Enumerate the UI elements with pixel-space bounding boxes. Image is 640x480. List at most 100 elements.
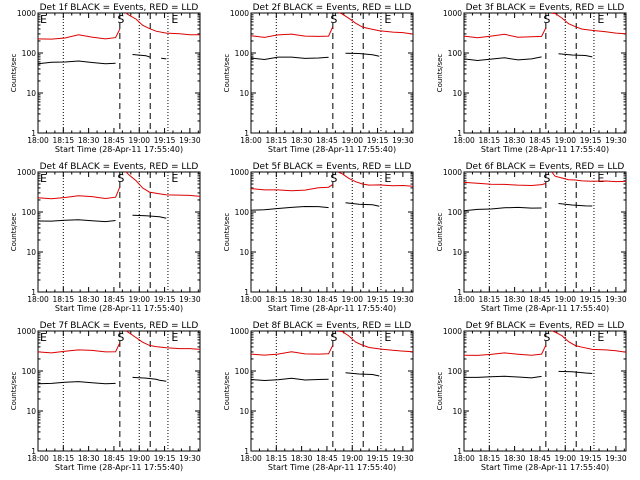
x-tick-label: 19:00	[128, 136, 150, 145]
y-tick-label: 1000	[17, 168, 36, 177]
x-axis-label: Start Time (28-Apr-11 17:55:40)	[481, 145, 609, 154]
y-axis-label: Counts/sec	[436, 54, 444, 93]
x-tick-label: 19:30	[392, 295, 414, 304]
x-tick-label: 18:00	[27, 295, 49, 304]
y-tick-label: 10	[26, 407, 36, 416]
x-tick-label: 18:45	[103, 136, 125, 145]
x-tick-label: 19:15	[367, 295, 389, 304]
x-tick-label: 18:00	[453, 454, 475, 463]
x-tick-label: 18:45	[529, 295, 551, 304]
x-tick-label: 18:30	[78, 454, 100, 463]
lld-series-line	[250, 12, 414, 38]
chart-title: Det 8f BLACK = Events, RED = LLD	[253, 321, 412, 331]
x-tick-label: 18:15	[266, 454, 288, 463]
event-marker-label: S	[543, 331, 550, 344]
event-marker-label: S	[117, 331, 124, 344]
y-tick-label: 10	[26, 89, 36, 98]
y-tick-label: 1	[31, 129, 36, 138]
y-axis-label: Counts/sec	[223, 213, 231, 252]
y-tick-label: 100	[235, 49, 250, 58]
y-tick-label: 10	[239, 89, 249, 98]
x-tick-label: 18:30	[504, 454, 526, 463]
plot-frame	[463, 330, 627, 452]
y-axis-label: Counts/sec	[10, 372, 18, 411]
x-tick-label: 19:00	[341, 136, 363, 145]
detector-chart: Det 3f BLACK = Events, RED = LLD 1 10 100 10…	[436, 3, 627, 154]
x-axis-label: Start Time (28-Apr-11 17:55:40)	[268, 304, 396, 313]
x-tick-label: 19:00	[341, 295, 363, 304]
lld-series-line	[37, 171, 201, 200]
x-tick-label: 19:15	[580, 295, 602, 304]
x-tick-label: 19:30	[179, 454, 201, 463]
x-axis-label: Start Time (28-Apr-11 17:55:40)	[481, 463, 609, 472]
chart-title: Det 6f BLACK = Events, RED = LLD	[466, 162, 625, 172]
lld-series-line	[250, 171, 414, 192]
y-tick-label: 1000	[443, 168, 462, 177]
event-marker-label: S	[543, 172, 550, 185]
detector-chart: Det 6f BLACK = Events, RED = LLD 1 10 100 10…	[436, 162, 627, 313]
x-tick-label: 19:00	[554, 454, 576, 463]
x-tick-label: 19:00	[554, 295, 576, 304]
y-tick-label: 1	[244, 447, 249, 456]
event-marker-label: E	[40, 331, 47, 344]
x-tick-label: 19:15	[580, 454, 602, 463]
x-tick-label: 18:00	[240, 454, 262, 463]
x-tick-label: 18:00	[453, 295, 475, 304]
x-tick-label: 18:00	[27, 454, 49, 463]
lld-series-line	[37, 330, 201, 354]
x-tick-label: 19:00	[554, 136, 576, 145]
x-tick-label: 19:15	[367, 136, 389, 145]
y-tick-label: 1000	[230, 168, 249, 177]
plot-frame	[250, 171, 414, 293]
events-series-line	[250, 372, 380, 382]
lld-series-line	[463, 12, 627, 39]
lld-series-line	[463, 330, 627, 356]
x-axis-label: Start Time (28-Apr-11 17:55:40)	[55, 145, 183, 154]
x-tick-label: 18:15	[53, 136, 75, 145]
x-tick-label: 18:15	[53, 295, 75, 304]
plot-frame	[250, 330, 414, 452]
y-tick-label: 1	[457, 288, 462, 297]
y-tick-label: 100	[235, 367, 250, 376]
y-tick-label: 100	[22, 367, 37, 376]
x-tick-label: 18:00	[453, 136, 475, 145]
detector-chart: Det 7f BLACK = Events, RED = LLD 1 10 100 10…	[10, 321, 201, 472]
event-marker-label: S	[543, 13, 550, 26]
detector-chart: Det 9f BLACK = Events, RED = LLD 1 10 100 10…	[436, 321, 627, 472]
chart-title: Det 1f BLACK = Events, RED = LLD	[40, 3, 199, 13]
lld-series-line	[37, 12, 201, 40]
y-tick-label: 1	[31, 288, 36, 297]
y-tick-label: 1	[457, 447, 462, 456]
x-tick-label: 18:30	[291, 295, 313, 304]
y-axis-label: Counts/sec	[223, 54, 231, 93]
events-series-line	[37, 376, 167, 385]
event-marker-label: S	[117, 172, 124, 185]
y-tick-label: 100	[22, 208, 37, 217]
lld-series-line	[250, 330, 414, 356]
events-series-line	[463, 203, 593, 212]
x-axis-label: Start Time (28-Apr-11 17:55:40)	[268, 145, 396, 154]
x-tick-label: 19:00	[128, 454, 150, 463]
plot-frame	[37, 12, 201, 134]
event-marker-label: E	[384, 13, 391, 26]
chart-title: Det 5f BLACK = Events, RED = LLD	[253, 162, 412, 172]
x-tick-label: 18:15	[266, 136, 288, 145]
x-tick-label: 19:15	[154, 295, 176, 304]
y-tick-label: 1000	[443, 327, 462, 336]
event-marker-label: E	[597, 172, 604, 185]
x-tick-label: 19:30	[605, 454, 627, 463]
x-tick-label: 18:15	[479, 295, 501, 304]
events-series-line	[250, 202, 380, 211]
x-tick-label: 18:45	[316, 454, 338, 463]
y-axis-label: Counts/sec	[223, 372, 231, 411]
x-tick-label: 19:15	[367, 454, 389, 463]
x-tick-label: 19:30	[179, 295, 201, 304]
x-tick-label: 18:45	[103, 454, 125, 463]
event-marker-label: S	[117, 13, 124, 26]
y-tick-label: 10	[452, 407, 462, 416]
event-marker-label: S	[330, 172, 337, 185]
chart-title: Det 3f BLACK = Events, RED = LLD	[466, 3, 625, 13]
detector-chart: Det 1f BLACK = Events, RED = LLD 1 10 100 10…	[10, 3, 201, 154]
chart-title: Det 9f BLACK = Events, RED = LLD	[466, 321, 625, 331]
x-axis-label: Start Time (28-Apr-11 17:55:40)	[268, 463, 396, 472]
